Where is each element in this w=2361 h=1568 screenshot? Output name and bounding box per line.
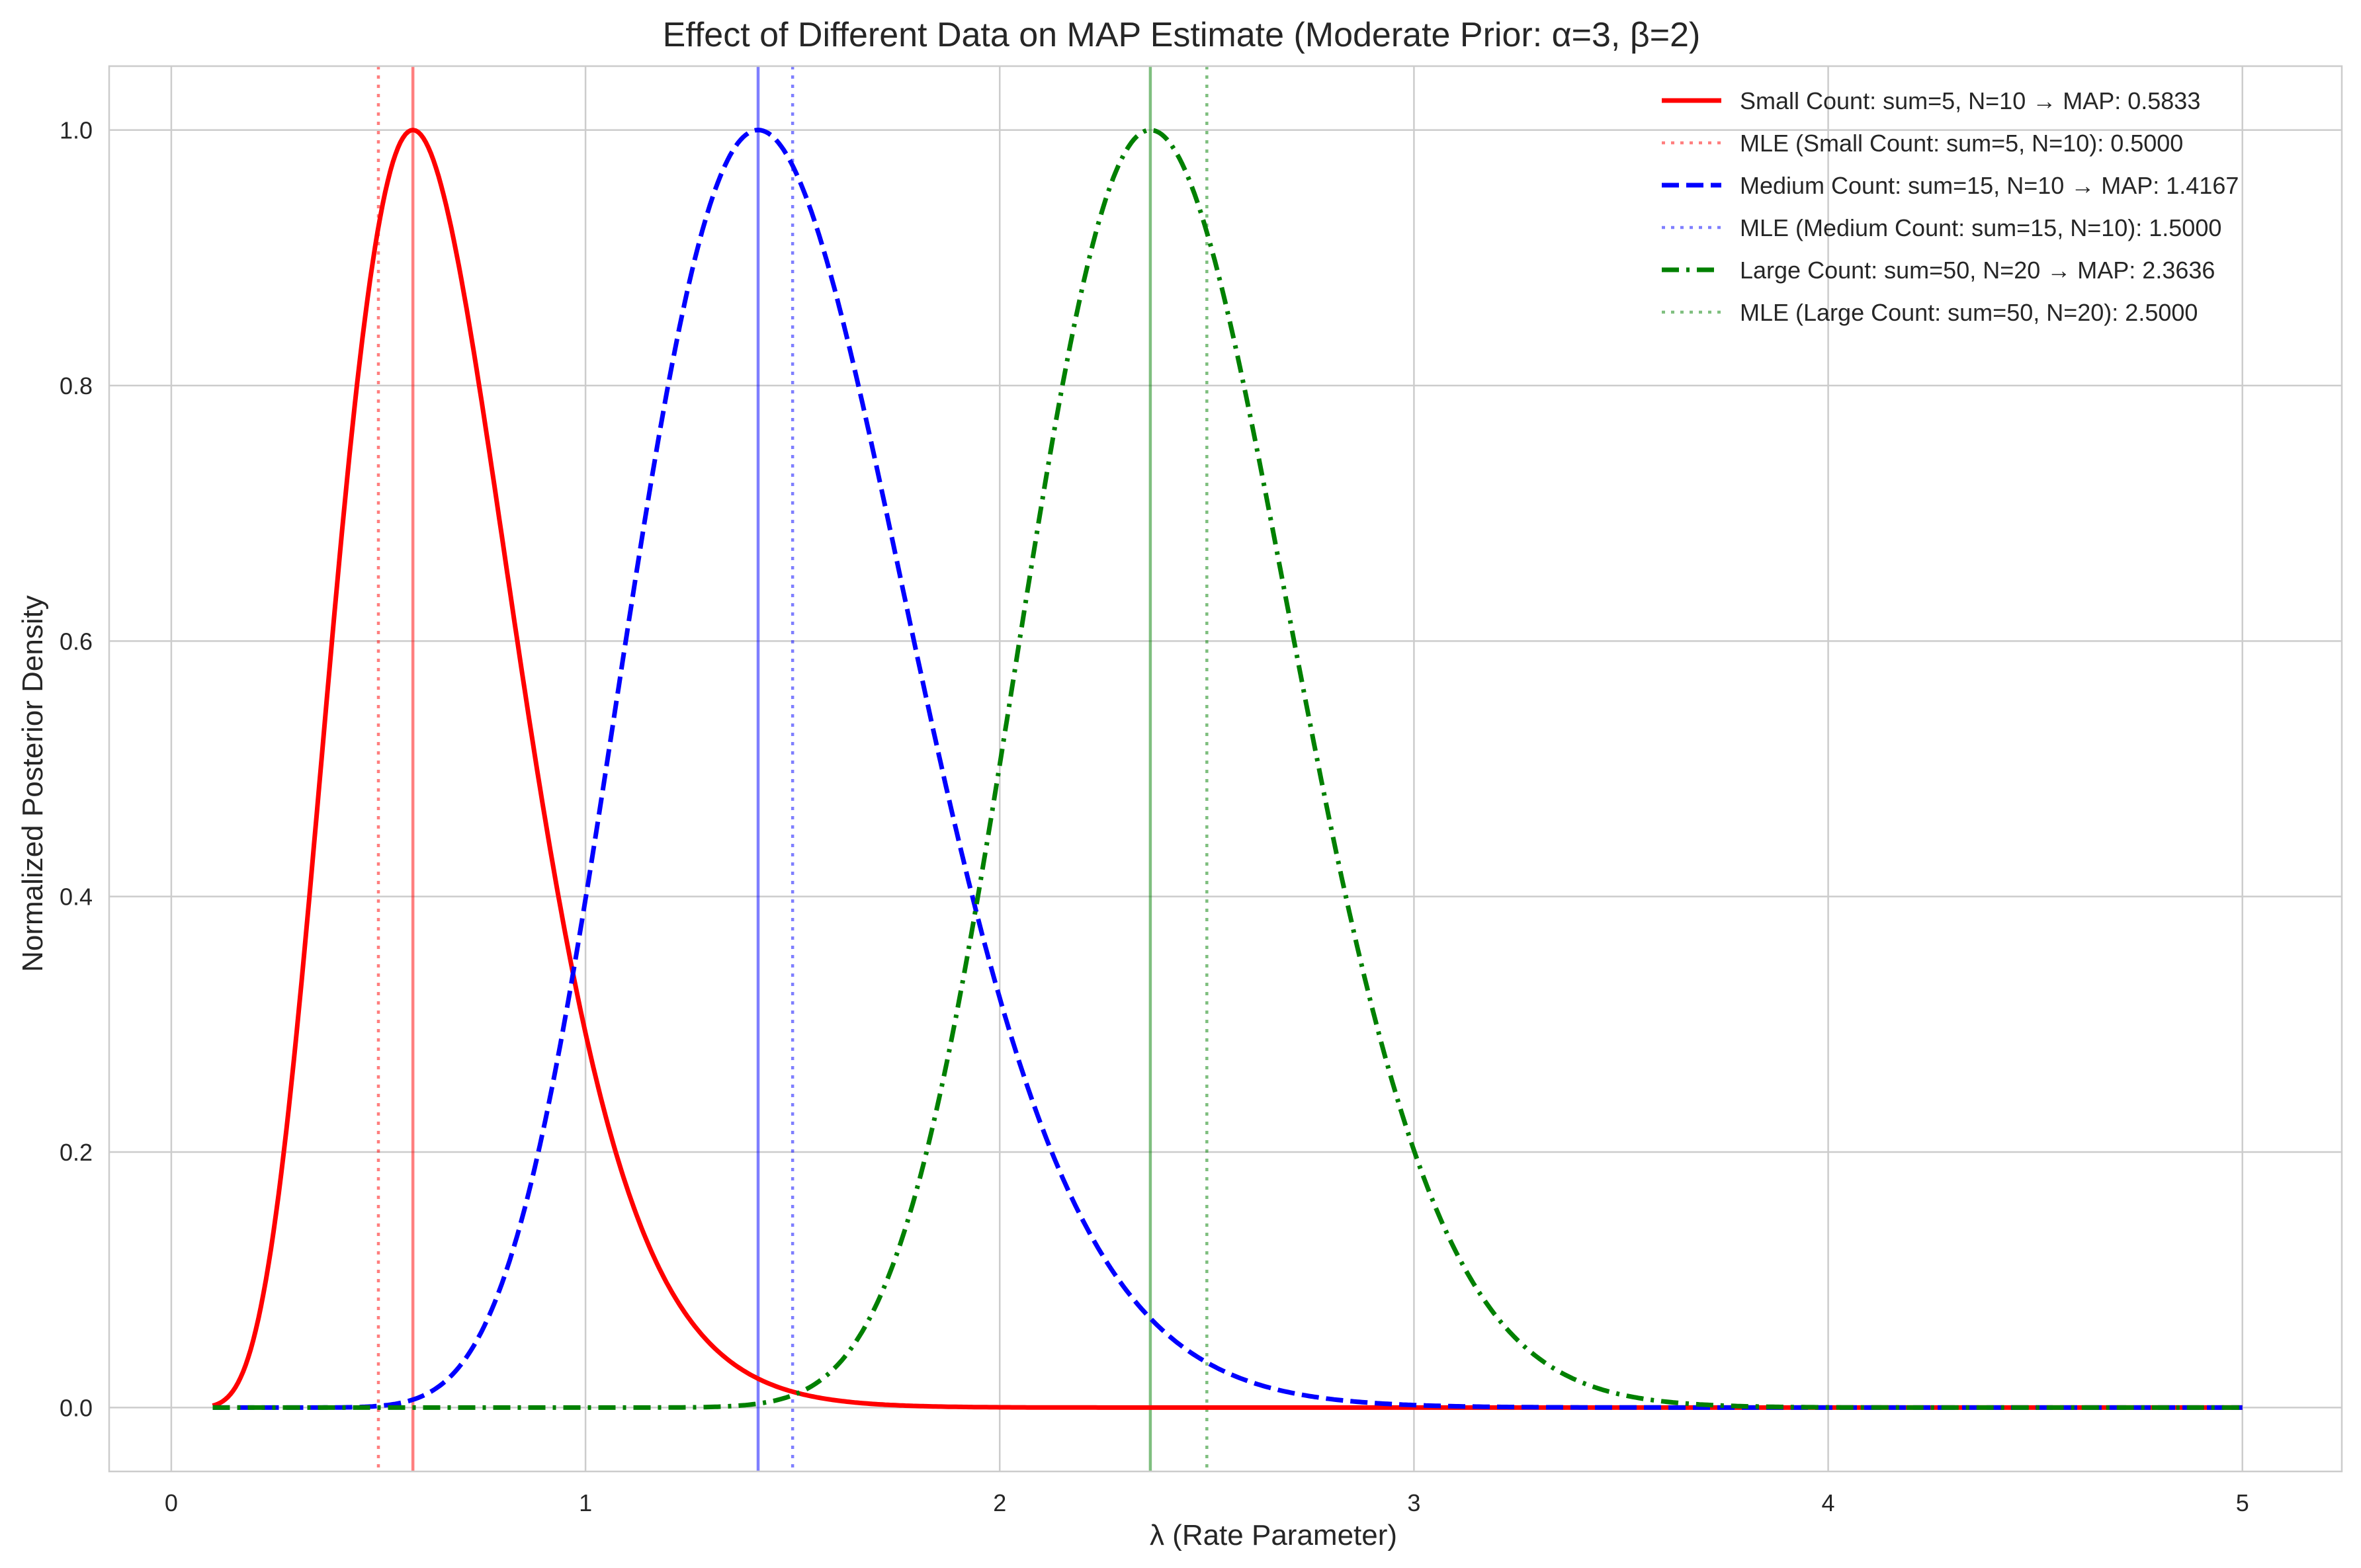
- legend-label: MLE (Small Count: sum=5, N=10): 0.5000: [1740, 130, 2183, 157]
- x-tick-label: 5: [2236, 1489, 2249, 1516]
- y-tick-label: 0.4: [60, 884, 93, 911]
- x-tick-label: 1: [579, 1489, 592, 1516]
- y-tick-label: 0.6: [60, 628, 93, 655]
- estimate-lines: [376, 66, 1209, 1471]
- y-tick-label: 1.0: [60, 117, 93, 144]
- posterior-curves: [212, 128, 2243, 1410]
- tick-labels: 0 1 2 3 4 5 0.0 0.2 0.4 0.6 0.8 1.0: [60, 117, 2249, 1516]
- legend-label: MLE (Large Count: sum=50, N=20): 2.5000: [1740, 299, 2198, 326]
- legend-label: Small Count: sum=5, N=10 → MAP: 0.5833: [1740, 87, 2200, 114]
- legend: Small Count: sum=5, N=10 → MAP: 0.5833 ML…: [1662, 87, 2239, 326]
- x-tick-label: 4: [1822, 1489, 1835, 1516]
- legend-label: MLE (Medium Count: sum=15, N=10): 1.5000: [1740, 214, 2221, 241]
- plot-frame: [108, 65, 2343, 1473]
- grid: [109, 66, 2342, 1471]
- y-tick-label: 0.2: [60, 1139, 93, 1166]
- x-tick-label: 0: [165, 1489, 178, 1516]
- legend-label: Medium Count: sum=15, N=10 → MAP: 1.4167: [1740, 172, 2239, 199]
- y-axis-label: Normalized Posterior Density: [17, 595, 49, 972]
- series-curve: [212, 128, 2243, 1410]
- legend-label: Large Count: sum=50, N=20 → MAP: 2.3636: [1740, 257, 2215, 284]
- y-tick-label: 0.8: [60, 372, 93, 399]
- series-curve: [212, 128, 2243, 1410]
- axes: [108, 65, 2343, 1473]
- chart-title: Effect of Different Data on MAP Estimate…: [663, 16, 1701, 54]
- x-axis-label: λ (Rate Parameter): [1150, 1519, 1397, 1551]
- x-tick-label: 2: [993, 1489, 1006, 1516]
- y-tick-label: 0.0: [60, 1394, 93, 1421]
- x-tick-label: 3: [1407, 1489, 1420, 1516]
